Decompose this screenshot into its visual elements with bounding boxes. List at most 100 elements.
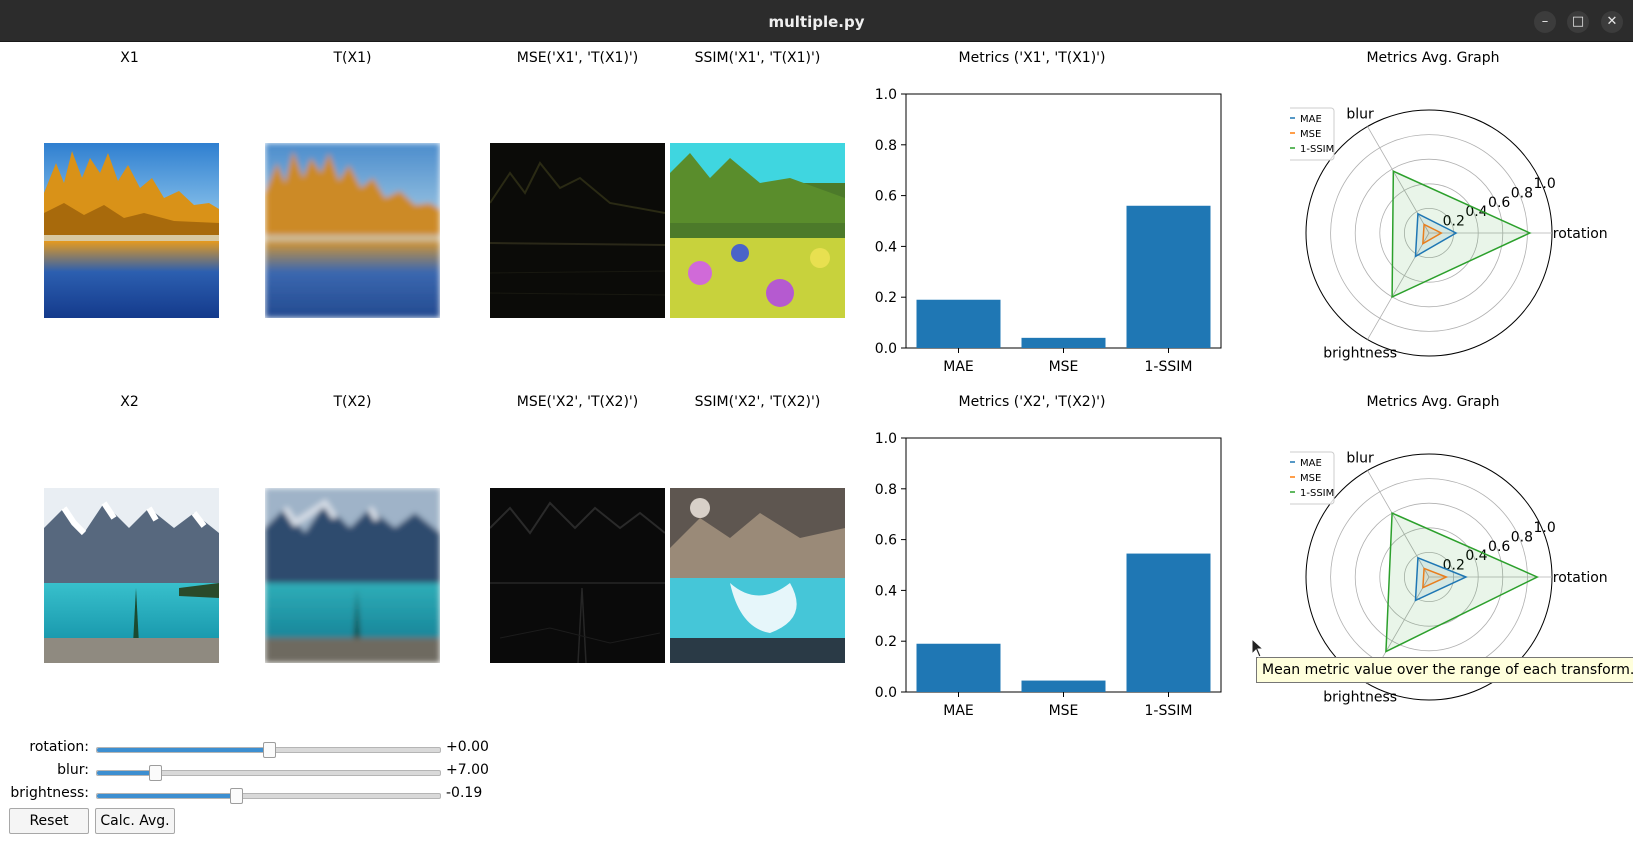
bar1-ytick-label: 0.0 bbox=[875, 341, 897, 357]
metrics-x1-title: Metrics ('X1', 'T(X1)') bbox=[958, 50, 1106, 66]
bar1-ytick-label: 0.4 bbox=[875, 239, 897, 255]
bar2-bar-1-ssim bbox=[1126, 553, 1211, 692]
bar2-bar-mae bbox=[916, 643, 1001, 692]
bar2-ytick-label: 1.0 bbox=[875, 431, 897, 447]
slider-handle-blur[interactable] bbox=[149, 765, 163, 781]
mse-x1-title: MSE('X1', 'T(X1)') bbox=[516, 50, 639, 66]
radar2-legend bbox=[1290, 451, 1335, 505]
mouse-cursor-icon bbox=[1251, 638, 1265, 658]
bar1-ytick-label: 0.2 bbox=[875, 290, 897, 306]
tx1-title: T(X1) bbox=[333, 50, 372, 66]
radar1-legend-label: MSE bbox=[1300, 129, 1321, 140]
radar1-series-mae bbox=[1414, 212, 1458, 258]
radar-2-title: Metrics Avg. Graph bbox=[1366, 394, 1500, 410]
radar1-axis-label-blur: blur bbox=[1346, 107, 1374, 123]
bar1-ytick-label: 1.0 bbox=[875, 87, 897, 103]
radar1-spoke bbox=[1367, 126, 1430, 234]
radar-chart-2: 0.20.40.60.81.0rotationblurbrightnessMAE… bbox=[1290, 451, 1608, 705]
mse-x1-image bbox=[490, 143, 665, 318]
minimize-icon[interactable]: – bbox=[1534, 11, 1556, 33]
bar2-ytick-label: 0.0 bbox=[875, 685, 897, 701]
slider-label-brightness: brightness: bbox=[10, 785, 89, 801]
maximize-icon[interactable]: □ bbox=[1567, 11, 1589, 33]
radar1-series-1-ssim bbox=[1391, 170, 1532, 299]
radar1-rtick-label: 0.6 bbox=[1488, 195, 1510, 211]
radar2-legend-label: MAE bbox=[1300, 458, 1322, 469]
bar1-ytick-label: 0.8 bbox=[875, 138, 897, 154]
radar2-axis-label-brightness: brightness bbox=[1323, 689, 1397, 705]
radar1-axis-label-rotation: rotation bbox=[1553, 226, 1608, 242]
ssim-x2-title: SSIM('X2', 'T(X2)') bbox=[694, 394, 821, 410]
bar2-ytick-label: 0.8 bbox=[875, 482, 897, 498]
slider-value-brightness: -0.19 bbox=[446, 785, 483, 801]
radar2-rtick-label: 0.8 bbox=[1511, 529, 1533, 545]
metrics-bar-chart-1: 0.0 0.2 0.4 0.6 0.8 1.0 MAE MSE 1-SSIM bbox=[875, 87, 1222, 375]
bar1-bar-mae bbox=[916, 299, 1001, 348]
radar-chart-1: 0.20.40.60.81.0 rotation blur brightness MAE… bbox=[1290, 107, 1608, 361]
slider-handle-brightness[interactable] bbox=[229, 788, 243, 804]
bar2-bar-mse bbox=[1021, 680, 1106, 692]
radar1-legend-label: MAE bbox=[1300, 114, 1322, 125]
tx1-image bbox=[265, 143, 440, 318]
window-title: multiple.py bbox=[768, 13, 865, 31]
slider-fill-blur bbox=[97, 771, 156, 775]
radar1-rtick-label: 0.8 bbox=[1511, 185, 1533, 201]
tooltip: Mean metric value over the range of each… bbox=[1256, 657, 1633, 683]
radar2-legend-label: 1-SSIM bbox=[1300, 488, 1334, 499]
slider-track-rotation[interactable] bbox=[96, 742, 441, 758]
radar1-legend-label: 1-SSIM bbox=[1300, 144, 1334, 155]
slider-label-rotation: rotation: bbox=[29, 739, 89, 755]
radar1-series-mse bbox=[1422, 223, 1443, 246]
slider-fill-rotation bbox=[97, 748, 269, 752]
radar1-axis-label-brightness: brightness bbox=[1323, 345, 1397, 361]
bar2-ytick-label: 0.2 bbox=[875, 634, 897, 650]
radar-1-title: Metrics Avg. Graph bbox=[1366, 50, 1500, 66]
bar1-xtick-label: MAE bbox=[943, 359, 974, 375]
bar1-bar-1-ssim bbox=[1126, 205, 1211, 348]
mse-x2-image bbox=[490, 488, 665, 663]
slider-label-blur: blur: bbox=[57, 762, 89, 778]
tx2-title: T(X2) bbox=[333, 394, 372, 410]
radar2-axis-label-blur: blur bbox=[1346, 451, 1374, 467]
radar1-legend bbox=[1290, 107, 1335, 161]
ssim-x2-image bbox=[670, 488, 845, 663]
slider-handle-rotation[interactable] bbox=[262, 742, 276, 758]
ssim-x1-title: SSIM('X1', 'T(X1)') bbox=[694, 50, 821, 66]
metrics-bar-chart-2: 0.0 0.2 0.4 0.6 0.8 1.0 MAE MSE 1-SSIM bbox=[875, 431, 1222, 719]
x1-image bbox=[44, 143, 219, 318]
mse-x2-title: MSE('X2', 'T(X2)') bbox=[516, 394, 639, 410]
calc-avg-button[interactable]: Calc. Avg. bbox=[95, 808, 175, 834]
bar2-ytick-label: 0.4 bbox=[875, 583, 897, 599]
bar2-xtick-label: MAE bbox=[943, 703, 974, 719]
radar2-series-1-ssim bbox=[1385, 511, 1540, 653]
radar2-series-mae bbox=[1414, 556, 1468, 602]
x1-title: X1 bbox=[120, 50, 139, 66]
radar2-rtick-label: 1.0 bbox=[1534, 520, 1556, 536]
tx2-image bbox=[265, 488, 440, 663]
radar2-spoke bbox=[1367, 470, 1430, 578]
slider-track-blur[interactable] bbox=[96, 765, 441, 781]
slider-value-blur: +7.00 bbox=[446, 762, 489, 778]
radar1-rtick-label: 0.2 bbox=[1443, 214, 1465, 230]
slider-track-brightness[interactable] bbox=[96, 788, 441, 804]
x2-title: X2 bbox=[120, 394, 139, 410]
metrics-x2-title: Metrics ('X2', 'T(X2)') bbox=[958, 394, 1106, 410]
radar1-rtick-label: 1.0 bbox=[1534, 176, 1556, 192]
close-icon[interactable]: ✕ bbox=[1601, 11, 1623, 33]
radar1-spoke bbox=[1367, 232, 1430, 340]
slider-value-rotation: +0.00 bbox=[446, 739, 489, 755]
ssim-x1-image bbox=[670, 143, 845, 318]
slider-fill-brightness bbox=[97, 794, 236, 798]
radar2-legend-label: MSE bbox=[1300, 473, 1321, 484]
radar2-series-mse bbox=[1422, 567, 1449, 589]
bar2-ytick-label: 0.6 bbox=[875, 533, 897, 549]
x2-image bbox=[44, 488, 219, 663]
bar1-bar-mse bbox=[1021, 337, 1106, 348]
window-titlebar: multiple.py – □ ✕ bbox=[0, 0, 1633, 42]
bar2-xtick-label: MSE bbox=[1049, 703, 1079, 719]
bar2-xtick-label: 1-SSIM bbox=[1145, 703, 1193, 719]
reset-button[interactable]: Reset bbox=[9, 808, 89, 834]
radar2-axis-label-rotation: rotation bbox=[1553, 570, 1608, 586]
radar2-rtick-label: 0.6 bbox=[1488, 539, 1510, 555]
bar1-xtick-label: MSE bbox=[1049, 359, 1079, 375]
